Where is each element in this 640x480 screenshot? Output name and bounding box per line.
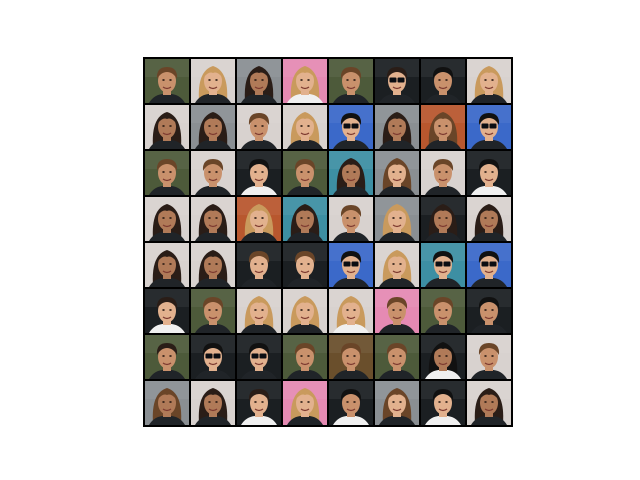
face-tile xyxy=(329,335,373,379)
face-tile xyxy=(283,105,327,149)
face-tile xyxy=(375,243,419,287)
face-tile xyxy=(467,381,511,425)
face-tile xyxy=(191,243,235,287)
face-tile xyxy=(329,243,373,287)
face-tile xyxy=(191,197,235,241)
face-tile xyxy=(467,151,511,195)
face-tile xyxy=(191,59,235,103)
face-tile xyxy=(329,151,373,195)
face-tile xyxy=(191,105,235,149)
face-tile xyxy=(375,59,419,103)
face-tile xyxy=(421,335,465,379)
face-tile xyxy=(145,197,189,241)
face-tile xyxy=(283,289,327,333)
face-tile xyxy=(329,197,373,241)
face-tile xyxy=(283,335,327,379)
face-tile xyxy=(237,151,281,195)
face-tile xyxy=(283,381,327,425)
face-tile xyxy=(329,381,373,425)
face-tile xyxy=(421,289,465,333)
face-tile xyxy=(467,289,511,333)
face-tile xyxy=(467,335,511,379)
face-tile xyxy=(375,289,419,333)
face-tile xyxy=(145,105,189,149)
face-tile xyxy=(375,151,419,195)
face-tile xyxy=(421,381,465,425)
face-tile xyxy=(375,105,419,149)
face-image-grid xyxy=(143,57,513,427)
face-tile xyxy=(145,289,189,333)
face-tile xyxy=(421,197,465,241)
face-tile xyxy=(145,59,189,103)
face-tile xyxy=(329,59,373,103)
face-tile xyxy=(283,197,327,241)
face-tile xyxy=(237,289,281,333)
face-tile xyxy=(283,151,327,195)
face-tile xyxy=(191,335,235,379)
face-tile xyxy=(421,59,465,103)
face-tile xyxy=(283,59,327,103)
face-tile xyxy=(283,243,327,287)
face-tile xyxy=(329,289,373,333)
face-tile xyxy=(237,59,281,103)
face-tile xyxy=(329,105,373,149)
face-tile xyxy=(467,59,511,103)
face-tile xyxy=(145,335,189,379)
face-tile xyxy=(237,105,281,149)
face-tile xyxy=(191,151,235,195)
face-tile xyxy=(191,289,235,333)
face-tile xyxy=(421,105,465,149)
face-tile xyxy=(467,197,511,241)
face-tile xyxy=(467,105,511,149)
face-tile xyxy=(375,381,419,425)
face-tile xyxy=(237,197,281,241)
face-tile xyxy=(375,335,419,379)
face-tile xyxy=(421,243,465,287)
face-tile xyxy=(145,151,189,195)
face-tile xyxy=(237,335,281,379)
face-tile xyxy=(467,243,511,287)
face-tile xyxy=(375,197,419,241)
face-tile xyxy=(421,151,465,195)
face-tile xyxy=(191,381,235,425)
face-tile xyxy=(145,243,189,287)
face-tile xyxy=(237,381,281,425)
face-tile xyxy=(145,381,189,425)
face-tile xyxy=(237,243,281,287)
